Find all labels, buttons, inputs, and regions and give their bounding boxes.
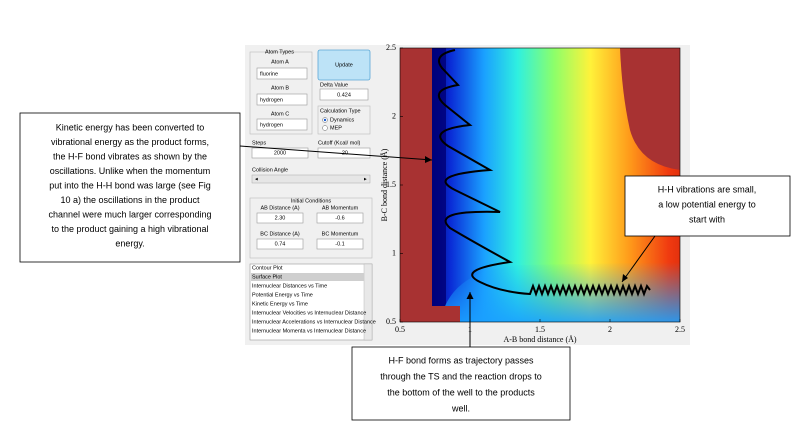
y-tick-label: 2 <box>392 111 396 120</box>
label: AB Distance (A) <box>260 205 299 211</box>
list-item[interactable]: Internuclear Accelerations vs Internucle… <box>252 319 376 325</box>
label: Collision Angle <box>252 167 288 173</box>
x-axis-label: A-B bond distance (Å) <box>503 335 576 344</box>
note-line: energy. <box>115 238 144 248</box>
slider-arrow[interactable]: ▸ <box>364 176 367 182</box>
arrow <box>621 235 656 283</box>
radio-dot <box>323 118 327 122</box>
trajectory <box>437 49 651 297</box>
x-tick-label: 2 <box>608 325 612 334</box>
input-value[interactable]: 0.424 <box>337 92 351 98</box>
x-tick-label: 1.5 <box>535 325 545 334</box>
note-line: through the TS and the reaction drops to <box>380 371 541 381</box>
dropdown-value[interactable]: hydrogen <box>260 122 283 128</box>
selected-row <box>251 273 364 281</box>
label: Atom B <box>271 85 289 91</box>
x-tick-label: 0.5 <box>395 325 405 334</box>
input[interactable] <box>316 238 364 250</box>
slider-arrow[interactable]: ◂ <box>255 176 258 182</box>
note-line: the bottom of the well to the products <box>387 387 535 397</box>
dropdown-value[interactable]: fluorine <box>260 71 278 77</box>
note-line: oscillations. Unlike when the momentum <box>50 166 211 176</box>
x-tick-label: 2.5 <box>675 325 685 334</box>
slider[interactable] <box>251 174 371 184</box>
label: Atom C <box>271 111 289 117</box>
input[interactable] <box>251 147 309 159</box>
list-item[interactable]: Internuclear Distances vs Time <box>252 283 327 289</box>
note-line: H-H vibrations are small, <box>658 184 757 194</box>
note-line: start with <box>689 214 725 224</box>
input[interactable] <box>316 212 364 224</box>
list-item[interactable]: Potential Energy vs Time <box>252 292 313 298</box>
note-box <box>624 175 791 237</box>
y-tick-label: 2.5 <box>386 43 396 52</box>
label: Calculation Type <box>320 108 361 114</box>
scrollbar[interactable] <box>363 263 373 341</box>
dropdown[interactable] <box>256 93 308 106</box>
input-value[interactable]: 0.74 <box>275 241 286 247</box>
input[interactable] <box>319 88 369 101</box>
label: Steps <box>252 140 266 146</box>
input-value[interactable]: 2000 <box>274 150 286 156</box>
initial-frame <box>249 197 373 259</box>
label: BC Momentum <box>322 231 359 237</box>
note-line: well. <box>451 403 470 413</box>
calc-frame <box>317 105 371 135</box>
input[interactable] <box>256 212 304 224</box>
dropdown[interactable] <box>256 118 308 131</box>
input[interactable] <box>317 147 371 159</box>
y-tick-label: 1 <box>392 248 396 257</box>
y-tick-label: 1.5 <box>386 180 396 189</box>
update-button[interactable] <box>317 49 371 81</box>
note-line: a low potential energy to <box>658 199 756 209</box>
input-value[interactable]: -0.1 <box>335 241 344 247</box>
dropdown[interactable] <box>256 67 308 80</box>
radio[interactable] <box>322 125 328 131</box>
list-item[interactable]: Kinetic Energy vs Time <box>252 301 308 307</box>
atom-frame <box>249 51 313 135</box>
note-line: put into the H-H bond was large (see Fig <box>49 180 211 190</box>
label: Delta Value <box>320 82 348 88</box>
note-line: channel were much larger corresponding <box>48 209 211 219</box>
note-line: the H-F bond vibrates as shown by the <box>53 151 207 161</box>
label: Atom A <box>271 59 289 65</box>
radio-label[interactable]: Dynamics <box>330 117 354 123</box>
list-item[interactable]: Contour Plot <box>252 265 283 271</box>
input-value[interactable]: -0.6 <box>335 215 344 221</box>
button-label[interactable]: Update <box>335 62 353 68</box>
input[interactable] <box>256 238 304 250</box>
note-line: Kinetic energy has been converted to <box>56 122 205 132</box>
y-axis-label: B-C bond distance (Å) <box>380 148 389 221</box>
note-box <box>19 112 241 263</box>
note-line: 10 a) the oscillations in the product <box>60 195 200 205</box>
note-line: to the product gaining a high vibrationa… <box>51 224 208 234</box>
arrowhead <box>425 156 432 163</box>
note-box <box>351 346 571 421</box>
label: AB Momentum <box>322 205 359 211</box>
dropdown-value[interactable]: hydrogen <box>260 97 283 103</box>
arrowhead <box>466 292 474 299</box>
radio-label[interactable]: MEP <box>330 125 342 131</box>
arrow <box>239 145 433 161</box>
input-value[interactable]: 2.30 <box>275 215 286 221</box>
list-item[interactable]: Internuclear Momenta vs Internuclear Dis… <box>252 328 366 334</box>
y-tick-label: 0.5 <box>386 317 396 326</box>
list-item[interactable]: Internuclear Velocities vs Internuclear … <box>252 310 366 316</box>
list-item[interactable]: Surface Plot <box>252 274 282 280</box>
note-line: H-F bond forms as trajectory passes <box>388 355 534 365</box>
note-line: vibrational energy as the product forms, <box>51 137 209 147</box>
label: Atom Types <box>265 49 294 55</box>
arrowhead <box>622 274 628 282</box>
label: Initial Conditions <box>291 198 332 204</box>
label: BC Distance (A) <box>260 231 300 237</box>
label: Cutoff (Kcal/ mol) <box>318 140 361 146</box>
